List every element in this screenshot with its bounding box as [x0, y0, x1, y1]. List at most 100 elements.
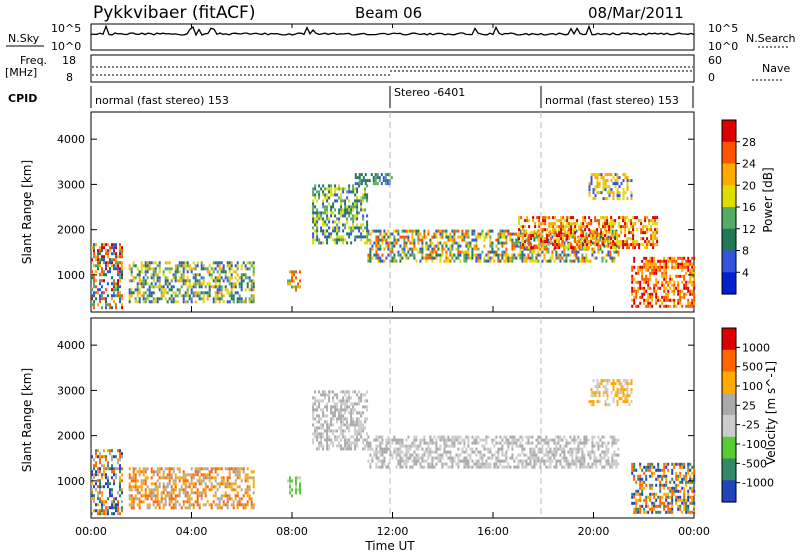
heatmap-cell — [208, 503, 211, 507]
heatmap-cell — [571, 232, 574, 236]
heatmap-cell — [346, 232, 349, 236]
heatmap-cell — [338, 408, 341, 412]
heatmap-cell — [332, 238, 335, 242]
heatmap-cell — [590, 403, 593, 407]
heatmap-cell — [419, 247, 422, 251]
heatmap-cell — [663, 483, 666, 487]
heatmap-cell — [322, 399, 325, 403]
heatmap-cell — [182, 300, 185, 304]
heatmap-cell — [489, 241, 492, 245]
heatmap-cell — [152, 276, 155, 280]
heatmap-cell — [188, 473, 191, 477]
heatmap-cell — [312, 411, 315, 415]
heatmap-cell — [224, 467, 227, 471]
heatmap-cell — [142, 276, 145, 280]
heatmap-cell — [441, 456, 444, 460]
heatmap-cell — [113, 506, 115, 510]
heatmap-cell — [356, 402, 359, 406]
heatmap-cell — [397, 229, 400, 233]
heatmap-cell — [661, 271, 664, 275]
heatmap-cell — [413, 256, 416, 260]
heatmap-cell — [649, 486, 652, 490]
heatmap-cell — [375, 247, 378, 251]
heatmap-cell — [113, 470, 115, 474]
heatmap-cell — [423, 441, 426, 445]
x-tick-label: 08:00 — [276, 525, 308, 538]
heatmap-cell — [566, 222, 569, 226]
heatmap-cell — [228, 282, 231, 286]
heatmap-cell — [234, 497, 237, 501]
heatmap-cell — [615, 250, 618, 254]
heatmap-cell — [693, 474, 696, 478]
heatmap-cell — [166, 300, 169, 304]
heatmap-cell — [103, 449, 105, 453]
heatmap-cell — [336, 187, 339, 191]
heatmap-cell — [501, 229, 504, 233]
heatmap-cell — [113, 300, 115, 304]
heatmap-cell — [645, 465, 648, 469]
heatmap-cell — [545, 247, 548, 251]
heatmap-cell — [140, 270, 143, 274]
heatmap-cell — [346, 241, 349, 245]
heatmap-cell — [156, 285, 159, 289]
heatmap-cell — [240, 300, 243, 304]
heatmap-cell — [537, 253, 540, 257]
heatmap-cell — [385, 441, 388, 445]
heatmap-cell — [334, 429, 337, 433]
heatmap-cell — [687, 304, 690, 308]
heatmap-cell — [561, 438, 564, 442]
heatmap-cell — [451, 253, 454, 257]
heatmap-cell — [232, 300, 235, 304]
heatmap-cell — [322, 447, 325, 451]
heatmap-cell — [449, 450, 452, 454]
heatmap-cell — [352, 187, 355, 191]
heatmap-cell — [665, 271, 668, 275]
heatmap-cell — [144, 270, 147, 274]
heatmap-cell — [115, 255, 117, 259]
heatmap-cell — [340, 211, 343, 215]
heatmap-cell — [224, 276, 227, 280]
heatmap-cell — [356, 205, 359, 209]
heatmap-cell — [342, 235, 345, 239]
heatmap-cell — [91, 482, 93, 486]
heatmap-cell — [348, 214, 351, 218]
heatmap-cell — [128, 300, 131, 304]
heatmap-cell — [583, 459, 586, 463]
heatmap-cell — [214, 285, 217, 289]
heatmap-cell — [168, 482, 171, 486]
heatmap-cell — [501, 438, 504, 442]
heatmap-cell — [162, 488, 165, 492]
heatmap-cell — [626, 176, 629, 180]
heatmap-cell — [344, 208, 347, 212]
heatmap-cell — [650, 234, 653, 238]
heatmap-cell — [154, 497, 157, 501]
heatmap-cell — [208, 282, 211, 286]
heatmap-cell — [566, 225, 569, 229]
heatmap-cell — [160, 467, 163, 471]
heatmap-cell — [618, 388, 621, 392]
heatmap-cell — [651, 504, 654, 508]
heatmap-cell — [601, 441, 604, 445]
heatmap-cell — [467, 441, 470, 445]
heatmap-cell — [641, 277, 644, 281]
heatmap-cell — [156, 279, 159, 283]
heatmap-cell — [348, 444, 351, 448]
heatmap-cell — [612, 240, 615, 244]
heatmap-cell — [99, 282, 101, 286]
heatmap-cell — [463, 259, 466, 263]
heatmap-cell — [101, 503, 103, 507]
heatmap-cell — [202, 503, 205, 507]
heatmap-cell — [160, 500, 163, 504]
heatmap-cell — [358, 235, 361, 239]
heatmap-cell — [681, 501, 684, 505]
x-axis-label: Time UT — [364, 539, 415, 553]
heatmap-cell — [585, 441, 588, 445]
heatmap-cell — [471, 459, 474, 463]
heatmap-cell — [150, 294, 153, 298]
colorbar-swatch — [722, 328, 736, 351]
heatmap-cell — [180, 279, 183, 283]
heatmap-cell — [194, 467, 197, 471]
heatmap-cell — [687, 262, 690, 266]
heatmap-cell — [401, 438, 404, 442]
heatmap-cell — [367, 444, 370, 448]
